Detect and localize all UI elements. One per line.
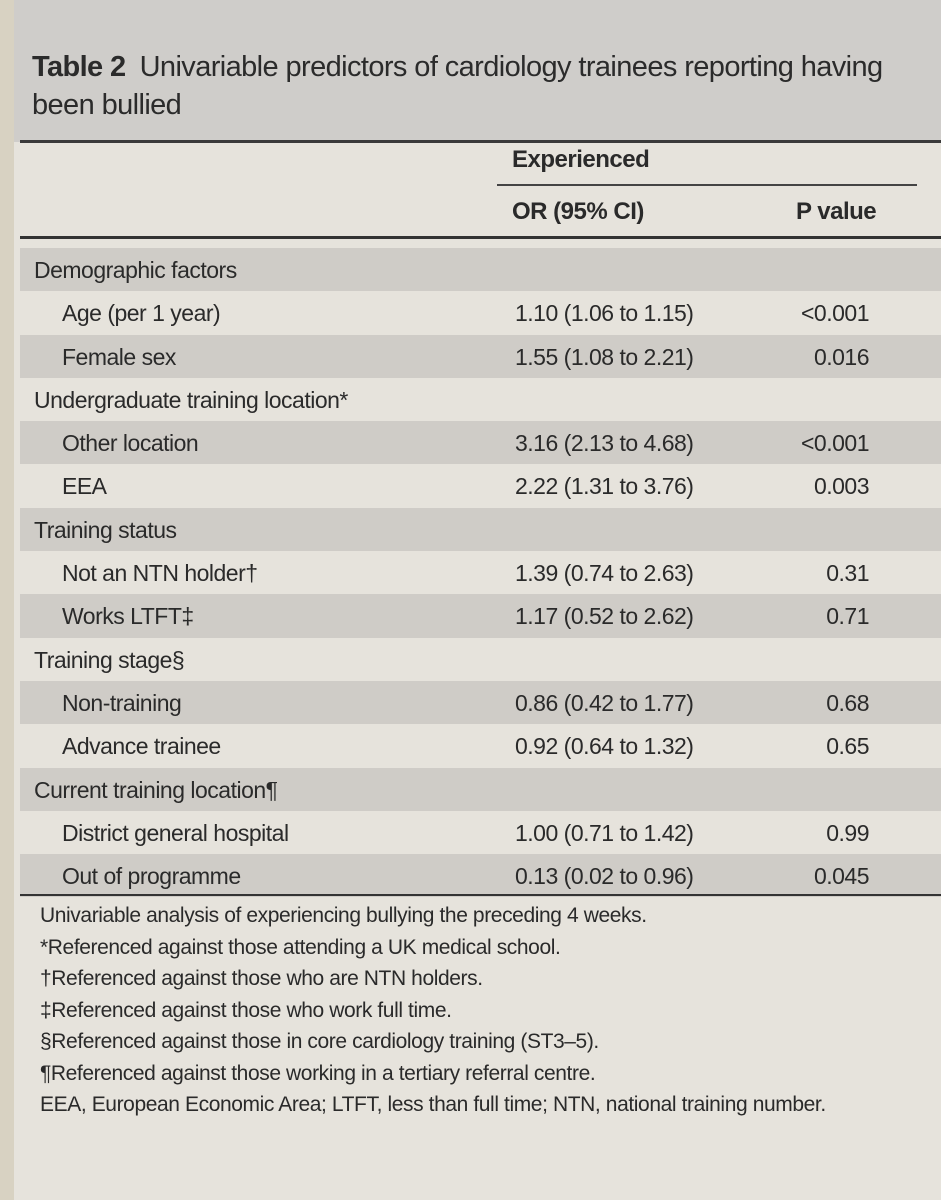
row-label: Out of programme [62, 863, 241, 890]
section-row: Training status [20, 507, 941, 552]
footnote: ¶Referenced against those working in a t… [40, 1061, 596, 1085]
table-row: Age (per 1 year) 1.10 (1.06 to 1.15) <0.00… [20, 291, 941, 334]
footnote: ‡Referenced against those who work full … [40, 998, 452, 1022]
table-caption: Table 2 Univariable predictors of cardiol… [32, 48, 912, 124]
p-value-cell: 0.045 [813, 863, 870, 890]
section-row: Training stage§ [20, 638, 941, 681]
title-band [14, 0, 941, 142]
p-value-cell: 0.31 [826, 560, 869, 587]
p-value-cell: 0.99 [826, 819, 869, 846]
p-value-cell: 0.003 [813, 473, 870, 500]
row-label: Not an NTN holder† [62, 560, 258, 587]
row-label: Female sex [62, 343, 176, 370]
table-row: Out of programme 0.13 (0.02 to 0.96) 0.045 [20, 854, 941, 898]
odds-ratio-cell: 3.16 (2.13 to 4.68) [515, 430, 694, 457]
table-row: Non-training 0.86 (0.42 to 1.77) 0.68 [20, 680, 941, 725]
odds-ratio-cell: 0.13 (0.02 to 0.96) [515, 863, 694, 890]
odds-ratio-cell: 2.22 (1.31 to 3.76) [515, 473, 694, 500]
header-rule [20, 236, 941, 239]
table-row: District general hospital 1.00 (0.71 to 1… [20, 811, 941, 854]
footnotes: Univariable analysis of experiencing bul… [40, 900, 920, 1121]
section-row: Undergraduate training location* [20, 378, 941, 421]
table-title: Univariable predictors of cardiology tra… [32, 51, 883, 121]
table-label: Table 2 [32, 51, 126, 83]
footnote: *Referenced against those attending a UK… [40, 935, 561, 959]
odds-ratio-cell: 1.10 (1.06 to 1.15) [515, 300, 694, 327]
group-header: Experienced [512, 146, 650, 173]
odds-ratio-cell: 1.00 (0.71 to 1.42) [515, 819, 694, 846]
footnote: §Referenced against those in core cardio… [40, 1030, 599, 1053]
group-rule [497, 184, 917, 186]
odds-ratio-cell: 0.86 (0.42 to 1.77) [515, 689, 694, 716]
column-header-or: OR (95% CI) [512, 198, 644, 225]
page-edge [0, 0, 14, 1200]
row-label: Training status [34, 516, 177, 543]
column-header-p: P value [796, 198, 877, 225]
table-row: Advance trainee 0.92 (0.64 to 1.32) 0.65 [20, 724, 941, 767]
p-value-cell: 0.71 [826, 603, 869, 630]
p-value-cell: 0.65 [826, 733, 869, 760]
section-row: Current training location¶ [20, 767, 941, 811]
row-label: EEA [62, 473, 107, 500]
table-row: Not an NTN holder† 1.39 (0.74 to 2.63) 0.3… [20, 551, 941, 594]
odds-ratio-cell: 1.55 (1.08 to 2.21) [515, 343, 694, 370]
footnote: †Referenced against those who are NTN ho… [40, 967, 483, 990]
footnote: Univariable analysis of experiencing bul… [40, 904, 647, 927]
row-label: Age (per 1 year) [62, 300, 221, 327]
row-label: District general hospital [62, 819, 289, 846]
table-row: Female sex 1.55 (1.08 to 2.21) 0.016 [20, 334, 941, 378]
p-value-cell: <0.001 [801, 430, 870, 457]
row-label: Works LTFT‡ [62, 603, 194, 630]
odds-ratio-cell: 0.92 (0.64 to 1.32) [515, 733, 694, 760]
row-label: Advance trainee [62, 733, 221, 760]
row-label: Non-training [62, 689, 182, 716]
top-rule [20, 140, 941, 143]
bottom-rule [20, 894, 941, 896]
p-value-cell: <0.001 [801, 300, 870, 327]
odds-ratio-cell: 1.17 (0.52 to 2.62) [515, 603, 694, 630]
row-label: Current training location¶ [34, 776, 278, 803]
table-row: Works LTFT‡ 1.17 (0.52 to 2.62) 0.71 [20, 594, 941, 638]
row-label: Other location [62, 430, 199, 457]
row-label: Undergraduate training location* [34, 386, 348, 413]
row-label: Demographic factors [34, 257, 237, 283]
p-value-cell: 0.016 [813, 343, 870, 370]
table-body: Demographic factors Age (per 1 year) 1.10 … [20, 248, 941, 898]
odds-ratio-cell: 1.39 (0.74 to 2.63) [515, 560, 694, 587]
row-label: Training stage§ [34, 646, 185, 673]
footnote: EEA, European Economic Area; LTFT, less … [40, 1093, 826, 1116]
section-row: Demographic factors [20, 248, 941, 292]
table-row: Other location 3.16 (2.13 to 4.68) <0.001 [20, 421, 941, 465]
table-row: EEA 2.22 (1.31 to 3.76) 0.003 [20, 464, 941, 507]
p-value-cell: 0.68 [826, 689, 869, 716]
